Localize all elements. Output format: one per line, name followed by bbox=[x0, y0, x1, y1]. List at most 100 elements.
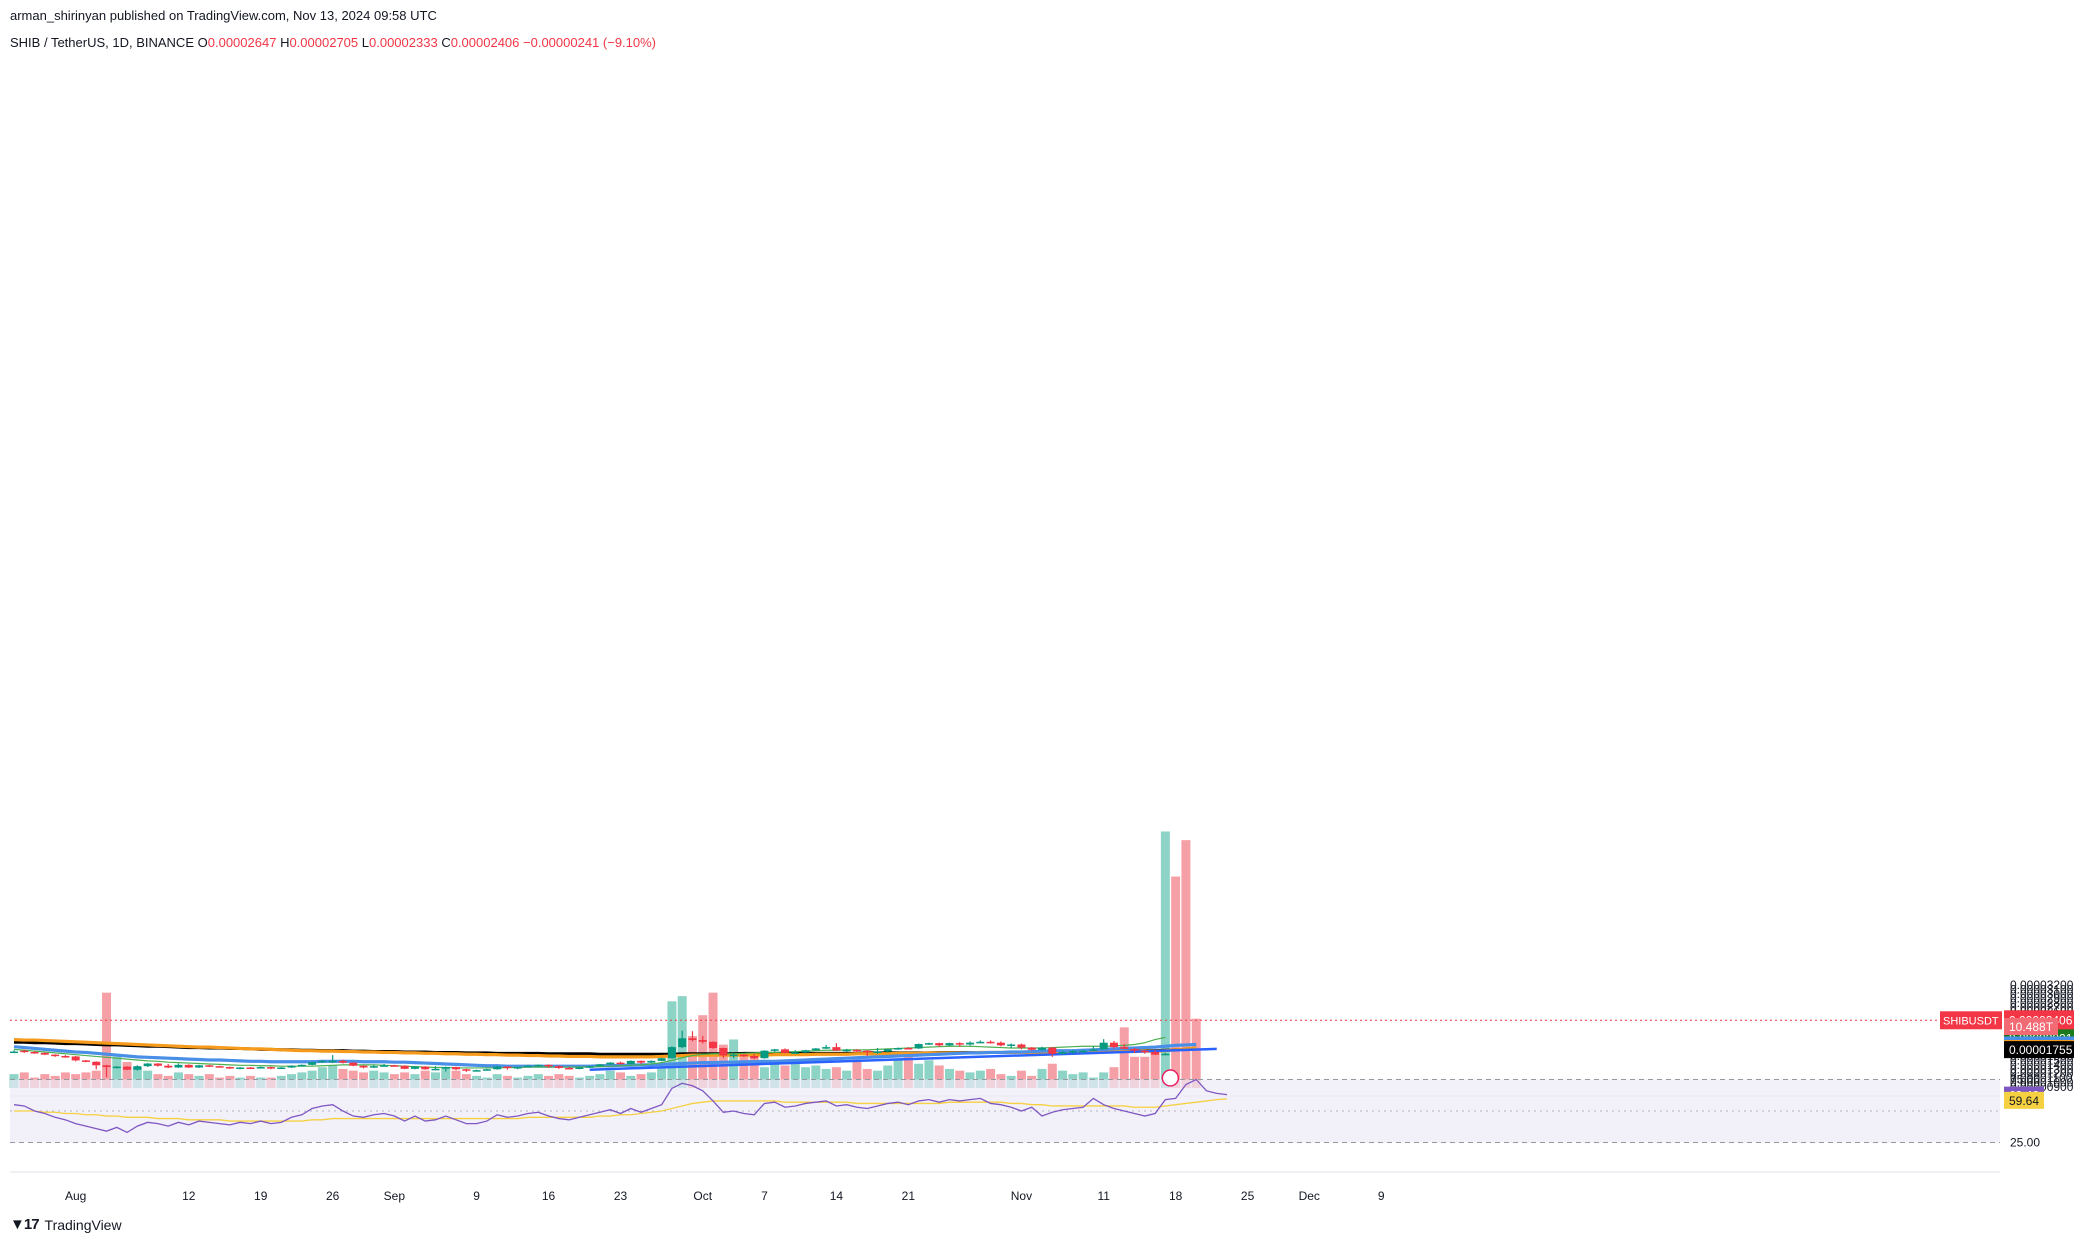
candle-body[interactable] bbox=[215, 1066, 224, 1068]
candle-body[interactable] bbox=[935, 1043, 944, 1046]
candle-body[interactable] bbox=[1027, 1047, 1036, 1050]
candle-body[interactable] bbox=[92, 1061, 101, 1066]
candle-body[interactable] bbox=[20, 1050, 29, 1053]
candle-body[interactable] bbox=[1120, 1047, 1129, 1049]
candle-body[interactable] bbox=[369, 1066, 378, 1068]
candle-body[interactable] bbox=[308, 1062, 317, 1065]
candle-body[interactable] bbox=[287, 1065, 296, 1068]
candle-body[interactable] bbox=[1140, 1050, 1149, 1053]
candle-body[interactable] bbox=[143, 1063, 152, 1067]
candle-body[interactable] bbox=[123, 1066, 132, 1070]
candle-body[interactable] bbox=[729, 1054, 738, 1057]
candle-body[interactable] bbox=[955, 1043, 964, 1045]
candle-body[interactable] bbox=[112, 1066, 121, 1069]
candle-body[interactable] bbox=[1017, 1044, 1026, 1048]
candle-body[interactable] bbox=[493, 1066, 502, 1070]
candle-body[interactable] bbox=[770, 1049, 779, 1051]
candle-body[interactable] bbox=[349, 1062, 358, 1066]
candle-body[interactable] bbox=[421, 1066, 430, 1070]
candle-body[interactable] bbox=[986, 1041, 995, 1044]
candle-body[interactable] bbox=[81, 1060, 90, 1062]
candle-body[interactable] bbox=[524, 1065, 532, 1068]
candle-body[interactable] bbox=[71, 1056, 80, 1061]
candle-body[interactable] bbox=[852, 1049, 861, 1052]
candle-body[interactable] bbox=[719, 1048, 728, 1056]
candle-body[interactable] bbox=[626, 1060, 635, 1064]
candle-body[interactable] bbox=[184, 1064, 193, 1068]
candle-body[interactable] bbox=[390, 1065, 399, 1067]
candle-body[interactable] bbox=[400, 1065, 409, 1069]
candle-body[interactable] bbox=[842, 1049, 851, 1052]
candle-body[interactable] bbox=[236, 1067, 245, 1070]
candle-body[interactable] bbox=[565, 1067, 574, 1070]
candle-body[interactable] bbox=[1079, 1050, 1088, 1053]
candle-body[interactable] bbox=[225, 1067, 234, 1069]
candle-body[interactable] bbox=[164, 1065, 173, 1068]
candle-body[interactable] bbox=[534, 1064, 543, 1067]
candle-body[interactable] bbox=[1038, 1047, 1046, 1050]
candle-body[interactable] bbox=[472, 1070, 481, 1072]
candle-body[interactable] bbox=[894, 1048, 903, 1050]
candle-body[interactable] bbox=[709, 1041, 718, 1049]
candle-body[interactable] bbox=[1058, 1052, 1067, 1054]
candle-body[interactable] bbox=[698, 1040, 707, 1042]
candle-body[interactable] bbox=[688, 1038, 697, 1041]
candle-body[interactable] bbox=[61, 1055, 70, 1058]
candle-body[interactable] bbox=[1048, 1047, 1057, 1054]
candle-body[interactable] bbox=[40, 1052, 49, 1055]
candle-body[interactable] bbox=[256, 1067, 265, 1069]
candle-body[interactable] bbox=[318, 1060, 327, 1063]
candle-body[interactable] bbox=[277, 1067, 286, 1070]
candle-body[interactable] bbox=[976, 1041, 985, 1044]
candle-body[interactable] bbox=[1109, 1042, 1118, 1048]
candle-body[interactable] bbox=[503, 1066, 512, 1069]
candle-body[interactable] bbox=[606, 1062, 615, 1065]
trendline[interactable] bbox=[589, 1047, 1217, 1071]
candle-body[interactable] bbox=[431, 1068, 440, 1071]
candle-body[interactable] bbox=[246, 1067, 255, 1070]
candle-body[interactable] bbox=[585, 1066, 594, 1068]
candle-body[interactable] bbox=[667, 1047, 676, 1059]
candle-body[interactable] bbox=[51, 1054, 60, 1057]
candle-body[interactable] bbox=[811, 1048, 820, 1051]
candle-body[interactable] bbox=[914, 1044, 923, 1049]
candle-body[interactable] bbox=[873, 1051, 882, 1054]
candle-body[interactable] bbox=[513, 1067, 522, 1069]
candle-body[interactable] bbox=[195, 1065, 204, 1068]
candle-body[interactable] bbox=[462, 1069, 471, 1071]
candle-body[interactable] bbox=[102, 1065, 111, 1068]
candle-body[interactable] bbox=[678, 1038, 687, 1048]
candle-body[interactable] bbox=[966, 1042, 975, 1045]
candle-body[interactable] bbox=[338, 1060, 347, 1063]
candle-body[interactable] bbox=[174, 1064, 183, 1068]
candle-body[interactable] bbox=[575, 1067, 584, 1070]
symbol-name[interactable]: SHIB / TetherUS, 1D, BINANCE bbox=[10, 35, 194, 50]
candle-body[interactable] bbox=[616, 1062, 625, 1065]
candle-body[interactable] bbox=[832, 1047, 841, 1051]
candle-body[interactable] bbox=[739, 1054, 748, 1057]
candle-body[interactable] bbox=[1151, 1052, 1160, 1055]
candle-body[interactable] bbox=[328, 1060, 337, 1063]
candle-body[interactable] bbox=[863, 1050, 872, 1053]
candle-body[interactable] bbox=[133, 1066, 142, 1070]
candle-body[interactable] bbox=[924, 1043, 933, 1045]
candle-body[interactable] bbox=[205, 1065, 214, 1067]
candle-body[interactable] bbox=[657, 1058, 666, 1061]
candle-body[interactable] bbox=[945, 1043, 954, 1046]
candle-body[interactable] bbox=[544, 1064, 553, 1067]
candle-body[interactable] bbox=[10, 1051, 18, 1054]
candle-body[interactable] bbox=[801, 1050, 810, 1053]
candle-body[interactable] bbox=[883, 1049, 892, 1052]
candle-body[interactable] bbox=[482, 1069, 491, 1071]
candle-body[interactable] bbox=[380, 1065, 389, 1067]
candle-body[interactable] bbox=[760, 1050, 769, 1059]
candle-body[interactable] bbox=[452, 1067, 461, 1070]
candle-body[interactable] bbox=[904, 1048, 913, 1050]
candle-body[interactable] bbox=[637, 1060, 646, 1063]
candle-body[interactable] bbox=[297, 1064, 306, 1067]
candle-body[interactable] bbox=[441, 1067, 450, 1069]
candle-body[interactable] bbox=[781, 1049, 789, 1053]
candle-body[interactable] bbox=[410, 1066, 419, 1069]
candle-body[interactable] bbox=[1068, 1051, 1077, 1053]
